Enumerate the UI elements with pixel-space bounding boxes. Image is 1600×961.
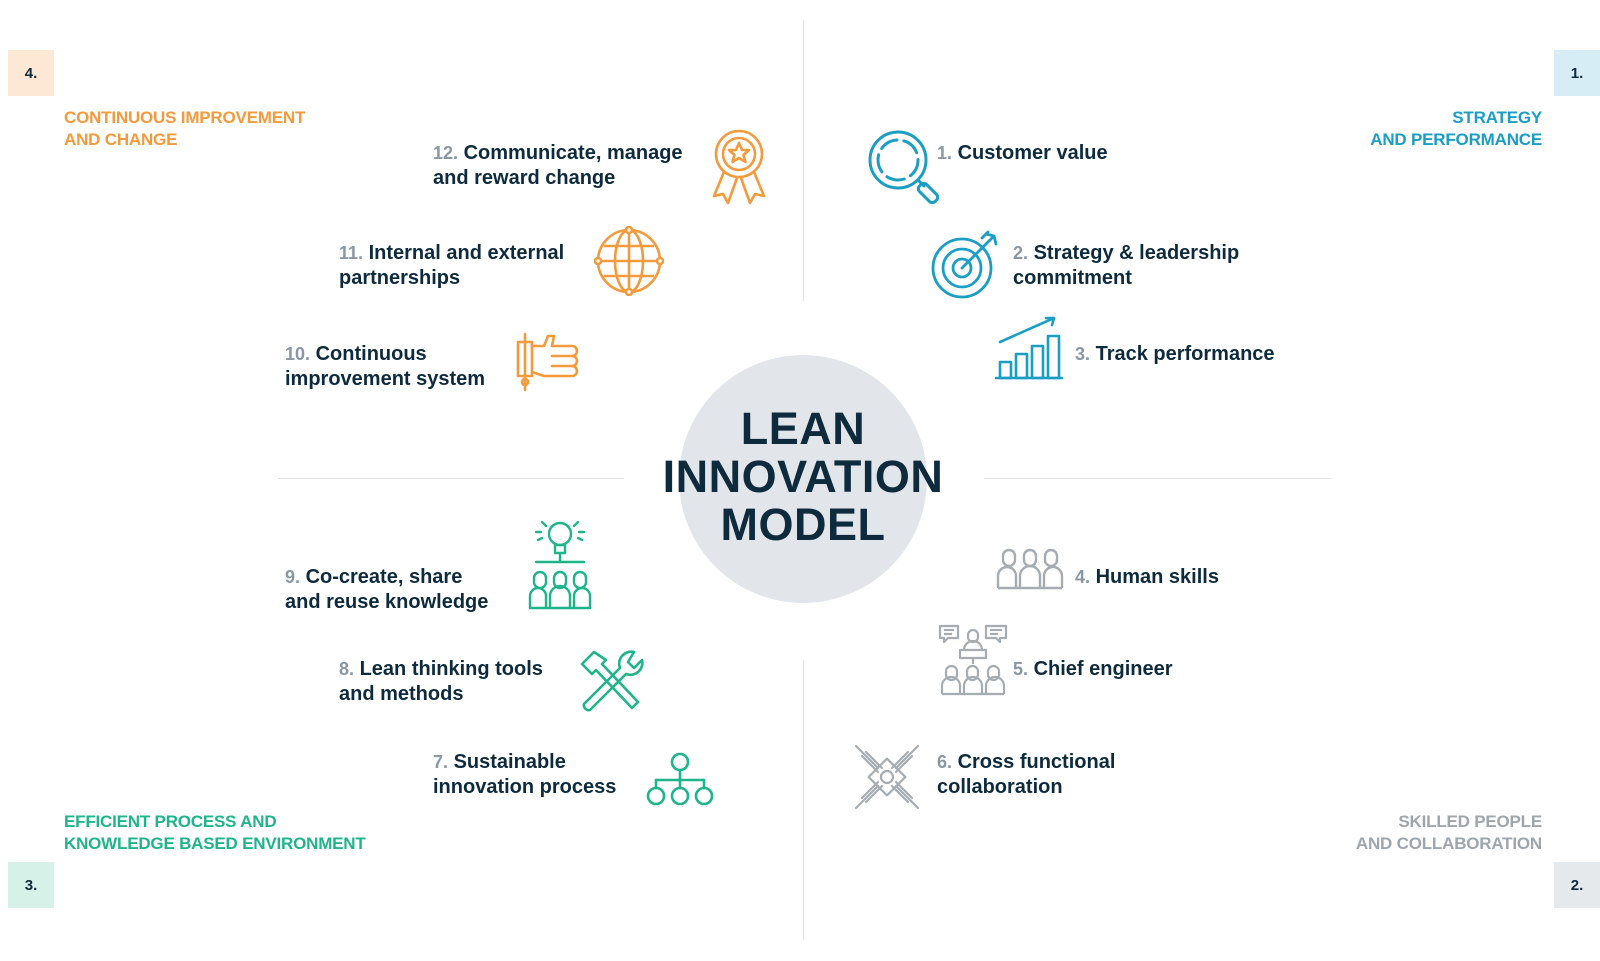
item-10: 10. Continuous improvement system xyxy=(285,342,485,392)
process-tree-icon xyxy=(644,752,716,806)
quadrant-4-title: CONTINUOUS IMPROVEMENT AND CHANGE xyxy=(64,107,305,151)
quadrant-4-title-line1: CONTINUOUS IMPROVEMENT xyxy=(64,108,306,127)
center-circle xyxy=(679,355,927,603)
center-title-line2: INNOVATION xyxy=(662,451,944,502)
award-ribbon-icon xyxy=(706,128,772,206)
item-5-text1: Chief engineer xyxy=(1033,658,1173,680)
quadrant-2-badge: 2. xyxy=(1554,862,1600,908)
item-4-text1: Human skills xyxy=(1095,566,1219,588)
center-title: LEAN INNOVATION MODEL xyxy=(640,405,966,549)
quadrant-3-badge: 3. xyxy=(8,862,54,908)
item-7-number: 7. xyxy=(433,752,449,772)
divider-horizontal-right xyxy=(984,478,1331,479)
quadrant-3-title: EFFICIENT PROCESS AND KNOWLEDGE BASED EN… xyxy=(64,811,366,855)
quadrant-1-badge: 1. xyxy=(1554,50,1600,96)
item-10-number: 10. xyxy=(285,344,311,364)
item-8-text1: Lean thinking tools xyxy=(359,658,543,680)
item-9-text1: Co-create, share xyxy=(305,566,463,588)
divider-vertical-bottom xyxy=(803,660,804,940)
item-11: 11. Internal and external partnerships xyxy=(339,241,564,291)
thumbs-up-icon xyxy=(514,332,586,392)
item-6-line1: 6. Cross functional xyxy=(937,750,1115,775)
item-11-number: 11. xyxy=(339,243,364,263)
item-3: 3. Track performance xyxy=(1075,342,1275,367)
item-12-text1: Communicate, manage xyxy=(463,142,683,164)
item-12-line1: 12. Communicate, manage xyxy=(433,141,683,166)
item-6-number: 6. xyxy=(937,752,953,772)
item-11-line1: 11. Internal and external xyxy=(339,241,564,266)
item-4-line1: 4. Human skills xyxy=(1075,565,1219,590)
item-8-number: 8. xyxy=(339,659,355,679)
item-9-line1: 9. Co-create, share xyxy=(285,565,488,590)
target-icon xyxy=(930,230,1002,302)
item-8-line1: 8. Lean thinking tools xyxy=(339,657,543,682)
quadrant-4-title-line2: AND CHANGE xyxy=(64,130,178,149)
item-3-number: 3. xyxy=(1075,344,1091,364)
item-5-line1: 5. Chief engineer xyxy=(1013,657,1173,682)
quadrant-2-title: SKILLED PEOPLE AND COLLABORATION xyxy=(1356,811,1542,855)
globe-icon xyxy=(594,226,664,296)
item-4: 4. Human skills xyxy=(1075,565,1219,590)
quadrant-1-title: STRATEGY AND PERFORMANCE xyxy=(1370,107,1542,151)
item-10-text2: improvement system xyxy=(285,368,486,390)
item-3-line1: 3. Track performance xyxy=(1075,342,1275,367)
item-4-number: 4. xyxy=(1075,567,1091,587)
quadrant-4-badge: 4. xyxy=(8,50,54,96)
quadrant-3-title-line2: KNOWLEDGE BASED ENVIRONMENT xyxy=(64,834,366,853)
item-11-text1: Internal and external xyxy=(368,242,565,264)
item-7: 7. Sustainable innovation process xyxy=(433,750,616,800)
divider-vertical-top xyxy=(803,20,804,301)
quadrant-1-title-line1: STRATEGY xyxy=(1452,108,1542,127)
item-12-number: 12. xyxy=(433,143,459,163)
item-9: 9. Co-create, share and reuse knowledge xyxy=(285,565,488,615)
idea-team-icon xyxy=(528,518,592,612)
item-6: 6. Cross functional collaboration xyxy=(937,750,1115,800)
center-title-line3: MODEL xyxy=(720,499,886,550)
item-6-text2: collaboration xyxy=(937,776,1063,798)
item-9-text2: and reuse knowledge xyxy=(285,591,489,613)
quadrant-1-title-line2: AND PERFORMANCE xyxy=(1370,130,1542,149)
item-5: 5. Chief engineer xyxy=(1013,657,1173,682)
quadrant-2-title-line2: AND COLLABORATION xyxy=(1355,834,1542,853)
item-7-line1: 7. Sustainable xyxy=(433,750,616,775)
item-1: 1. Customer value xyxy=(937,141,1108,166)
item-2-number: 2. xyxy=(1013,243,1029,263)
item-7-text2: innovation process xyxy=(433,776,617,798)
magnifier-icon xyxy=(866,128,946,208)
item-6-text1: Cross functional xyxy=(957,751,1116,773)
bar-chart-icon xyxy=(994,316,1064,380)
item-3-text1: Track performance xyxy=(1095,343,1275,365)
quadrant-3-title-line1: EFFICIENT PROCESS AND xyxy=(64,812,277,831)
quadrant-2-title-line1: SKILLED PEOPLE xyxy=(1398,812,1542,831)
item-12-text2: and reward change xyxy=(433,167,616,189)
item-10-line1: 10. Continuous xyxy=(285,342,485,367)
item-5-number: 5. xyxy=(1013,659,1029,679)
center-title-line1: LEAN xyxy=(740,403,866,454)
people-group-icon xyxy=(996,548,1064,590)
item-1-line1: 1. Customer value xyxy=(937,141,1108,166)
item-2-line1: 2. Strategy & leadership xyxy=(1013,241,1239,266)
joined-hands-icon xyxy=(852,742,922,812)
item-12: 12. Communicate, manage and reward chang… xyxy=(433,141,683,191)
item-2-text2: commitment xyxy=(1013,267,1132,289)
item-2-text1: Strategy & leadership xyxy=(1033,242,1240,264)
item-9-number: 9. xyxy=(285,567,301,587)
divider-horizontal-left xyxy=(278,478,624,479)
item-1-text1: Customer value xyxy=(957,142,1108,164)
item-8: 8. Lean thinking tools and methods xyxy=(339,657,543,707)
item-8-text2: and methods xyxy=(339,683,464,705)
presenter-icon xyxy=(938,624,1008,696)
item-11-text2: partnerships xyxy=(339,267,461,289)
item-10-text1: Continuous xyxy=(315,343,427,365)
item-7-text1: Sustainable xyxy=(453,751,566,773)
hammer-wrench-icon xyxy=(576,648,646,718)
item-1-number: 1. xyxy=(937,143,953,163)
item-2: 2. Strategy & leadership commitment xyxy=(1013,241,1239,291)
